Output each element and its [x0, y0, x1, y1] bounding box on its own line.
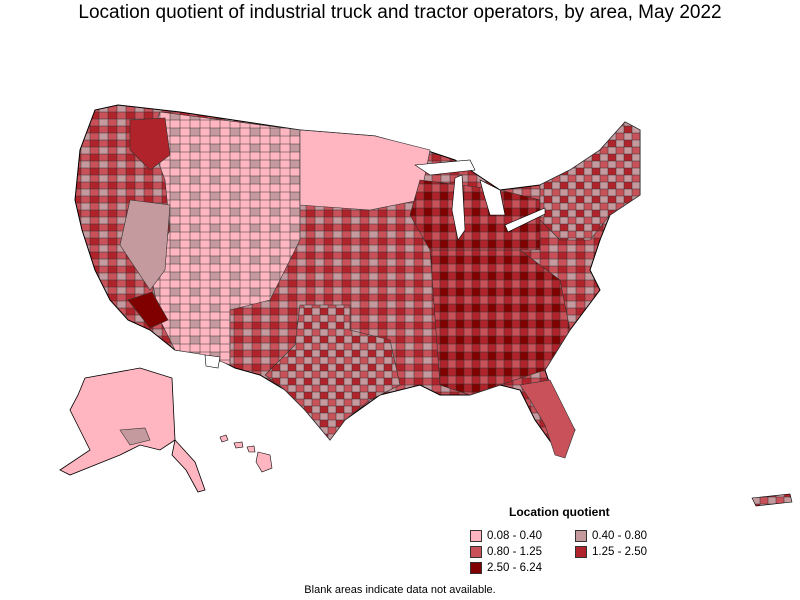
legend-swatch: [575, 546, 587, 558]
legend-item-4: 2.50 - 6.24: [470, 562, 542, 574]
legend-swatch: [575, 530, 587, 542]
northern-plains-region: [299, 129, 431, 211]
legend-swatch: [470, 546, 482, 558]
lake-michigan: [451, 174, 466, 241]
alaska-peninsula-area: [119, 427, 151, 446]
western-states-region: [149, 111, 301, 366]
puerto-rico: [751, 493, 793, 507]
legend-label: 0.40 - 0.80: [592, 530, 647, 542]
unavailable-area: [204, 354, 221, 369]
legend-label: 0.80 - 1.25: [487, 546, 542, 558]
hawaii-islands: [219, 434, 273, 473]
pacific-northwest-area: [129, 117, 171, 171]
legend-swatch: [470, 562, 482, 574]
legend-item-1: 0.40 - 0.80: [575, 530, 647, 542]
los-angeles-area: [127, 291, 169, 329]
legend-swatch: [470, 530, 482, 542]
texas-region: [264, 304, 401, 441]
legend-item-0: 0.08 - 0.40: [470, 530, 542, 542]
legend-label: 1.25 - 2.50: [592, 546, 647, 558]
legend-item-2: 0.80 - 1.25: [470, 546, 542, 558]
lake-erie: [504, 207, 546, 233]
northeast-region: [539, 121, 641, 241]
map-title: Location quotient of industrial truck an…: [78, 2, 722, 23]
footnote: Blank areas indicate data not available.: [304, 584, 496, 596]
lake-huron: [479, 179, 506, 216]
legend-label: 2.50 - 6.24: [487, 562, 542, 574]
nevada-region: [119, 199, 171, 291]
legend-label: 0.08 - 0.40: [487, 530, 542, 542]
alaska-region: [59, 367, 176, 476]
legend-item-3: 1.25 - 2.50: [575, 546, 647, 558]
southeast-region: [429, 249, 571, 396]
lake-superior: [414, 159, 476, 176]
legend-title: Location quotient: [509, 505, 610, 519]
alaska-panhandle: [171, 439, 206, 493]
florida-region: [519, 379, 576, 459]
